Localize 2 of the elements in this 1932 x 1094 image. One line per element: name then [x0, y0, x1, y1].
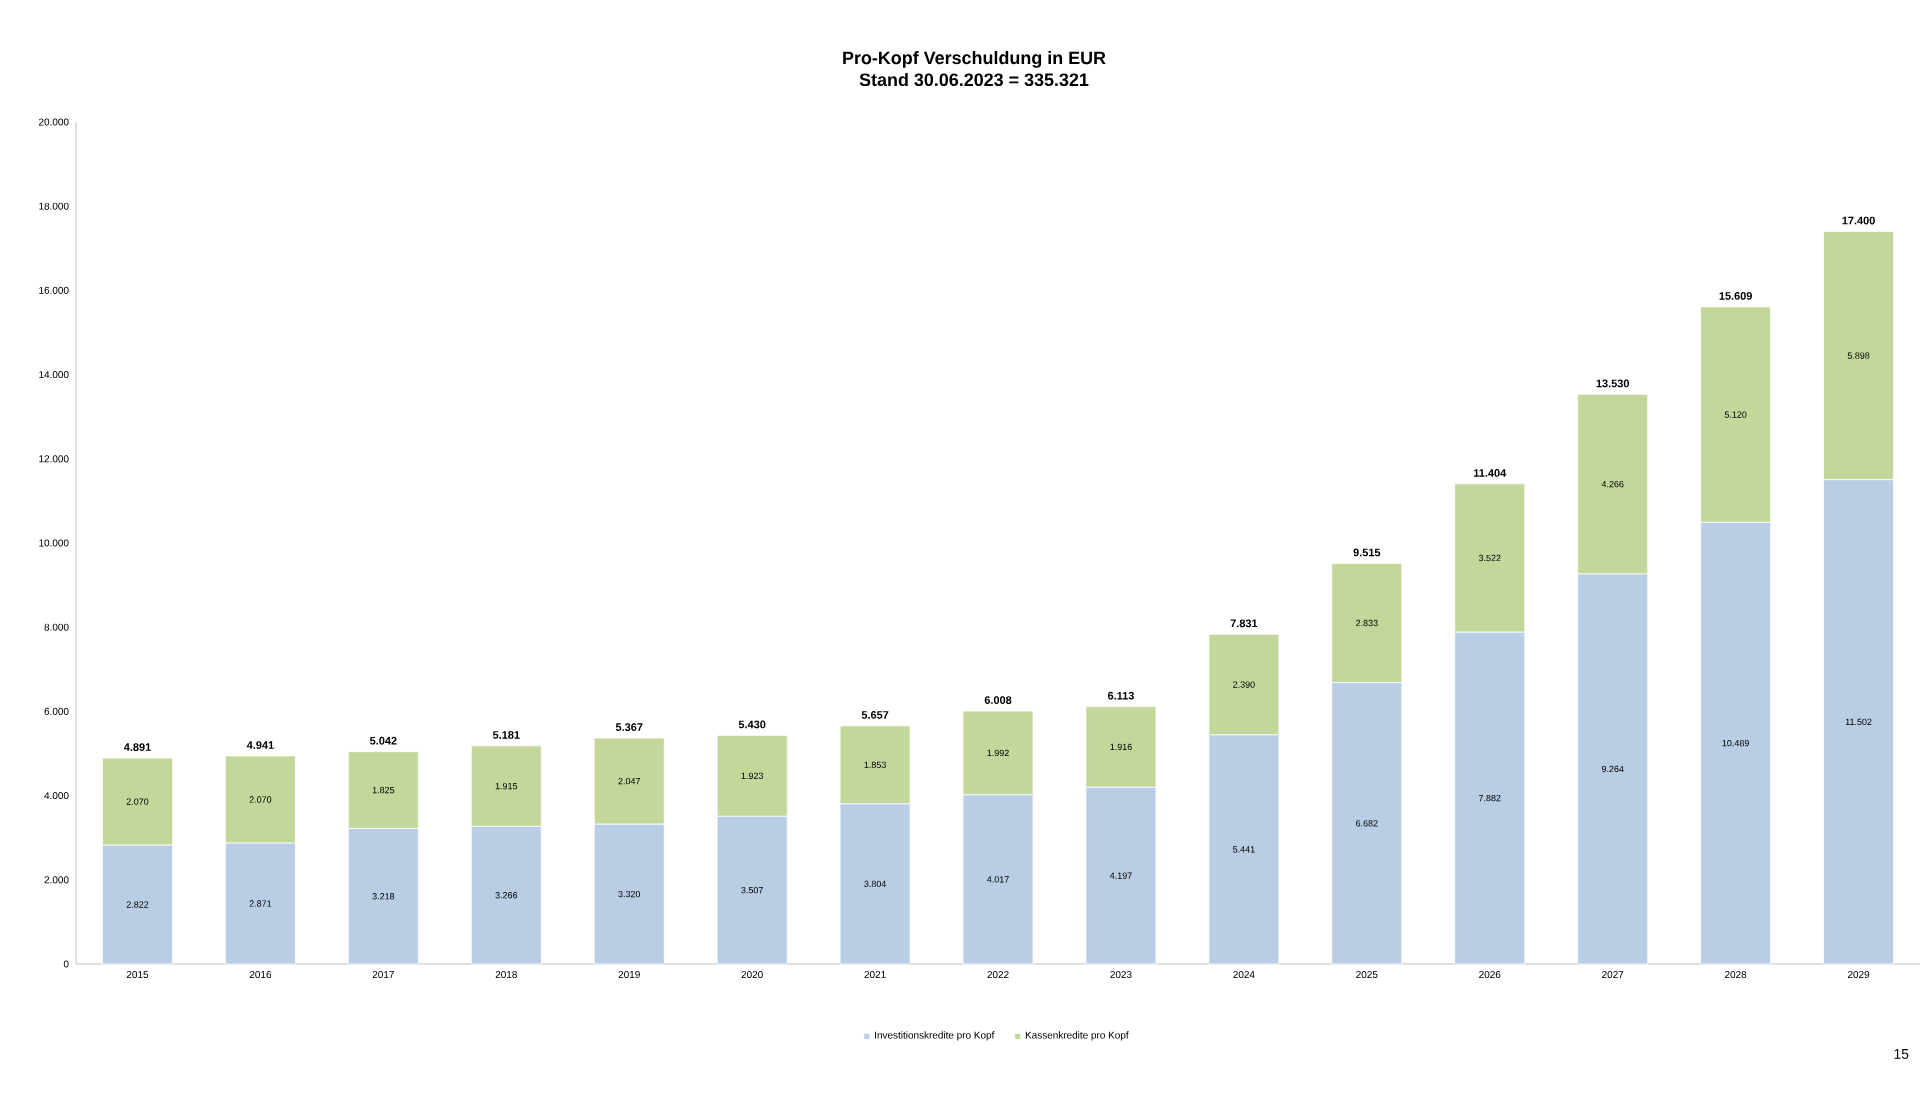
chart-subtitle: Stand 30.06.2023 = 335.321 [859, 72, 1089, 87]
chart-title: Pro-Kopf Verschuldung in EUR [843, 51, 1106, 68]
